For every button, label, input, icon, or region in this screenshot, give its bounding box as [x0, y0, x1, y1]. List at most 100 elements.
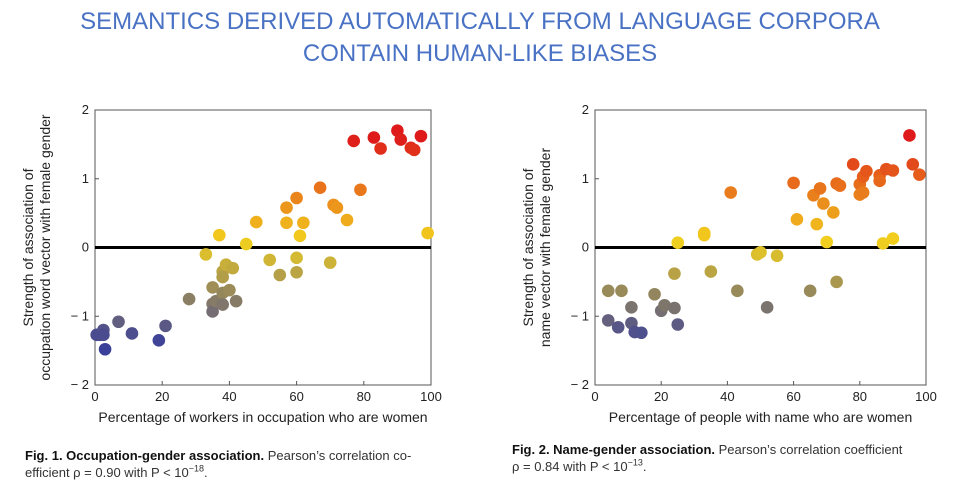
y-axis-label-line-1: Strength of association of: [520, 168, 536, 326]
data-point: [790, 213, 804, 226]
data-point: [98, 342, 112, 356]
data-point: [787, 176, 800, 190]
data-point: [239, 237, 253, 251]
x-tick-label: 40: [720, 389, 734, 404]
data-point: [810, 217, 824, 231]
x-tick-label: 0: [591, 389, 598, 404]
figure-1-caption-exponent: −18: [188, 463, 205, 474]
x-axis-label: Percentage of people with name who are w…: [609, 409, 913, 425]
data-point: [347, 134, 361, 148]
data-point: [833, 179, 847, 192]
data-point: [846, 158, 860, 171]
data-point: [697, 228, 711, 242]
data-point: [206, 281, 219, 294]
data-point: [273, 268, 287, 282]
data-point: [297, 216, 310, 230]
data-point: [216, 298, 229, 311]
data-point: [876, 237, 890, 250]
data-point: [731, 284, 744, 298]
y-tick-label: − 1: [571, 308, 589, 323]
data-point: [886, 164, 900, 177]
data-point: [263, 253, 277, 267]
data-point: [658, 298, 671, 312]
data-point: [249, 215, 263, 229]
y-tick-label: − 2: [571, 377, 589, 392]
x-tick-label: 60: [786, 389, 800, 404]
data-point: [340, 213, 354, 227]
data-point: [206, 305, 219, 318]
data-point: [330, 201, 344, 214]
figure-1-caption: Fig. 1. Occupation-gender association. P…: [25, 447, 455, 481]
data-point: [913, 168, 926, 181]
data-point: [182, 292, 196, 306]
figure-2-caption-text-1: Pearson’s correlation coefficient: [718, 442, 903, 457]
y-tick-label: 0: [82, 240, 89, 255]
slide-title-line-1: SEMANTICS DERIVED AUTOMATICALLY FROM LAN…: [80, 8, 880, 35]
slide-title: SEMANTICS DERIVED AUTOMATICALLY FROM LAN…: [0, 6, 960, 70]
data-point: [223, 283, 236, 297]
data-point: [313, 181, 327, 194]
data-point: [671, 318, 685, 331]
data-point: [813, 182, 827, 195]
data-point: [280, 216, 293, 230]
data-point: [625, 301, 638, 314]
data-point: [830, 275, 843, 289]
occupation-gender-scatter-chart: 0 20 40 60 80 100 − 2 − 1 0 1 2 Percentage of worke…: [20, 102, 442, 425]
y-tick-label: − 1: [71, 308, 89, 323]
data-point: [873, 174, 886, 188]
y-axis-label-line-2: name vector with female gender: [537, 148, 553, 348]
data-point: [367, 131, 381, 144]
data-point: [668, 301, 681, 315]
figure-2-caption-end: .: [642, 459, 647, 474]
y-tick-label: 1: [582, 171, 589, 186]
slide-title-line-2: CONTAIN HUMAN-LIKE BIASES: [302, 40, 658, 67]
data-point: [152, 334, 166, 347]
data-point: [112, 315, 125, 329]
data-point: [817, 197, 830, 210]
x-tick-label: 0: [91, 389, 98, 404]
data-point: [906, 158, 920, 171]
data-point: [407, 143, 421, 157]
data-point: [704, 265, 718, 278]
figure-2-caption-exponent: −13: [627, 457, 643, 468]
data-point: [724, 186, 738, 199]
data-point: [856, 186, 870, 199]
name-gender-scatter-chart: 0 20 40 60 80 100 − 2 − 1 0 1 2 Percentage of peopl…: [520, 102, 937, 425]
x-tick-label: 80: [853, 389, 867, 404]
data-point: [601, 314, 615, 327]
y-tick-label: 2: [582, 102, 589, 117]
x-tick-label: 80: [357, 389, 371, 404]
data-point: [820, 235, 833, 249]
data-point: [886, 232, 900, 245]
data-point: [421, 226, 434, 240]
data-point: [611, 320, 625, 334]
data-point: [323, 256, 337, 269]
x-tick-label: 40: [222, 389, 236, 404]
figure-1-caption-text-2: efficient ρ = 0.90 with P < 10: [25, 465, 189, 480]
data-point: [280, 201, 293, 214]
data-point: [414, 129, 428, 143]
figure-1-caption-end: .: [204, 465, 208, 480]
x-axis-label: Percentage of workers in occupation who …: [98, 409, 427, 425]
data-point: [125, 327, 139, 340]
x-tick-label: 60: [289, 389, 303, 404]
data-point: [803, 284, 817, 298]
data-point: [290, 191, 303, 205]
y-axis-label-line-1: Strength of association of: [20, 168, 36, 326]
data-point: [827, 206, 840, 219]
data-point: [213, 228, 226, 242]
figure-1-caption-label: Fig. 1. Occupation-gender association.: [25, 448, 265, 463]
data-point: [770, 249, 784, 263]
data-point: [860, 164, 873, 178]
data-point: [293, 229, 307, 243]
figure-1-caption-text-1: Pearson’s correlation co-: [267, 448, 412, 463]
y-tick-label: 0: [582, 240, 589, 255]
x-tick-label: 100: [915, 389, 937, 404]
x-tick-label: 20: [155, 389, 169, 404]
data-point: [354, 183, 367, 197]
y-axis-label-line-2: occupation word vector with female gende…: [37, 114, 53, 380]
figure-2-caption-label: Fig. 2. Name-gender association.: [512, 442, 715, 457]
data-point: [648, 287, 661, 301]
data-point: [229, 294, 243, 308]
data-point: [754, 246, 767, 259]
